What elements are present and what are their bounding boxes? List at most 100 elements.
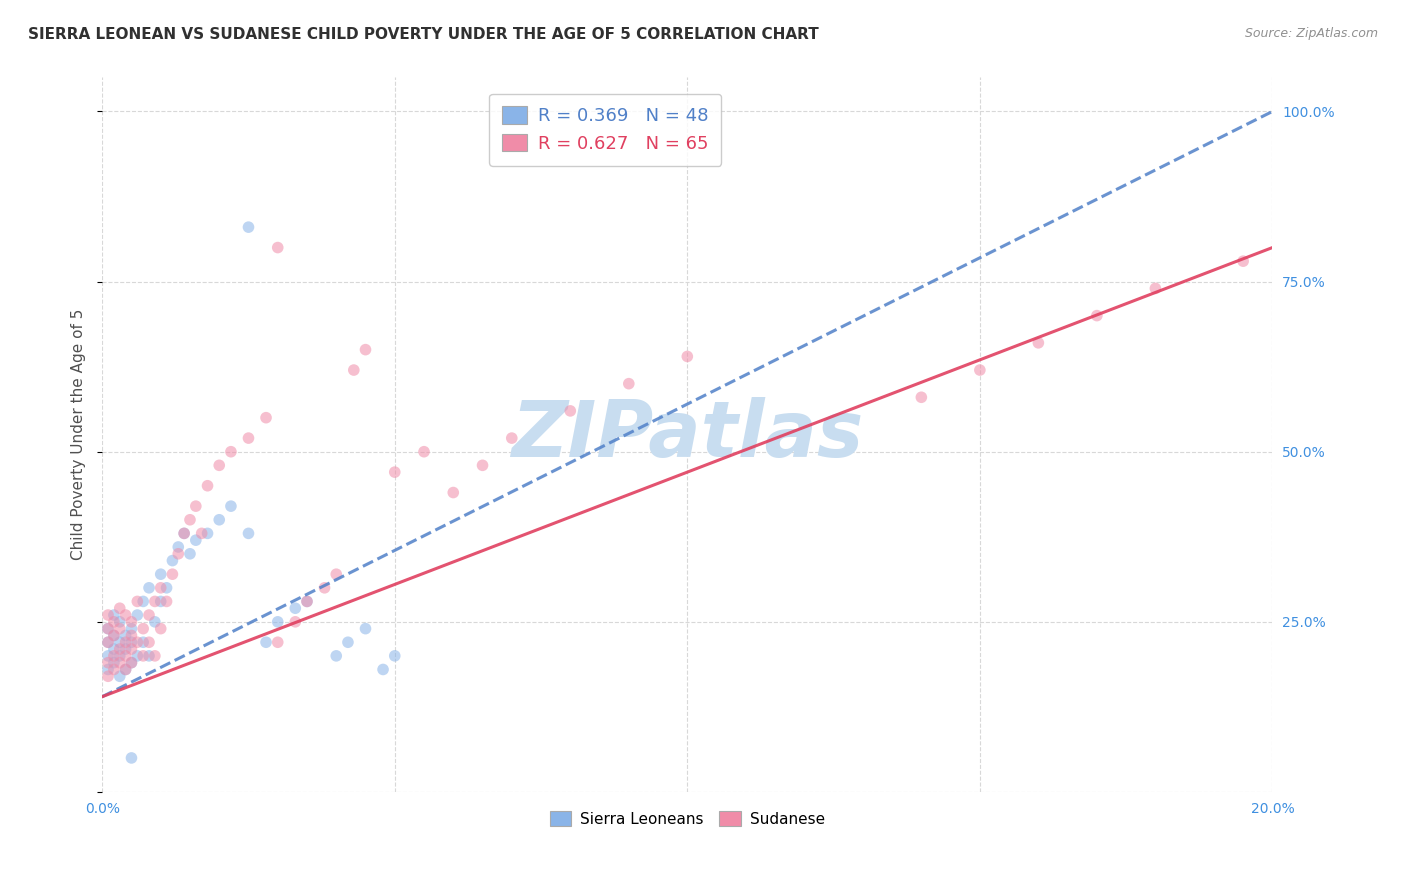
Point <box>314 581 336 595</box>
Point <box>284 615 307 629</box>
Point <box>127 607 149 622</box>
Point <box>219 499 242 513</box>
Point <box>121 642 143 657</box>
Point <box>127 635 149 649</box>
Point <box>143 615 166 629</box>
Point <box>190 526 212 541</box>
Point <box>343 363 366 377</box>
Point <box>1028 335 1050 350</box>
Text: Source: ZipAtlas.com: Source: ZipAtlas.com <box>1244 27 1378 40</box>
Point <box>149 622 172 636</box>
Point <box>108 622 131 636</box>
Point <box>208 513 231 527</box>
Point <box>103 628 125 642</box>
Point <box>114 663 136 677</box>
Point <box>121 656 143 670</box>
Point <box>114 648 136 663</box>
Point <box>295 594 318 608</box>
Point <box>138 648 160 663</box>
Point <box>138 635 160 649</box>
Point <box>132 648 155 663</box>
Point <box>97 607 120 622</box>
Point <box>97 648 120 663</box>
Point <box>114 642 136 657</box>
Point <box>108 669 131 683</box>
Point <box>295 594 318 608</box>
Point <box>138 581 160 595</box>
Point <box>121 635 143 649</box>
Point <box>103 663 125 677</box>
Point <box>184 533 207 548</box>
Point <box>969 363 991 377</box>
Point <box>127 648 149 663</box>
Point <box>108 642 131 657</box>
Point <box>471 458 494 473</box>
Point <box>179 513 201 527</box>
Point <box>97 669 120 683</box>
Point <box>121 622 143 636</box>
Point <box>121 628 143 642</box>
Point <box>384 648 406 663</box>
Point <box>121 656 143 670</box>
Point <box>97 656 120 670</box>
Point <box>354 622 377 636</box>
Point <box>184 499 207 513</box>
Point <box>254 410 277 425</box>
Point <box>325 648 347 663</box>
Point <box>103 656 125 670</box>
Point <box>155 594 177 608</box>
Text: ZIPatlas: ZIPatlas <box>512 397 863 473</box>
Point <box>179 547 201 561</box>
Point <box>97 635 120 649</box>
Point <box>97 635 120 649</box>
Point <box>103 648 125 663</box>
Point <box>208 458 231 473</box>
Point <box>254 635 277 649</box>
Text: SIERRA LEONEAN VS SUDANESE CHILD POVERTY UNDER THE AGE OF 5 CORRELATION CHART: SIERRA LEONEAN VS SUDANESE CHILD POVERTY… <box>28 27 818 42</box>
Point <box>103 628 125 642</box>
Point <box>238 431 260 445</box>
Point <box>121 615 143 629</box>
Point <box>197 526 219 541</box>
Point <box>132 622 155 636</box>
Point <box>108 656 131 670</box>
Point <box>143 648 166 663</box>
Point <box>114 663 136 677</box>
Point <box>108 615 131 629</box>
Point <box>162 567 184 582</box>
Point <box>267 615 290 629</box>
Point <box>149 594 172 608</box>
Point <box>167 540 190 554</box>
Point <box>238 220 260 235</box>
Point <box>114 635 136 649</box>
Point <box>97 622 120 636</box>
Point <box>1144 281 1167 295</box>
Point <box>103 642 125 657</box>
Point <box>284 601 307 615</box>
Point <box>114 607 136 622</box>
Point <box>910 390 932 404</box>
Point <box>149 581 172 595</box>
Point <box>127 594 149 608</box>
Point <box>173 526 195 541</box>
Point <box>97 663 120 677</box>
Point <box>219 444 242 458</box>
Point <box>108 635 131 649</box>
Point <box>132 635 155 649</box>
Point <box>384 465 406 479</box>
Point <box>354 343 377 357</box>
Point <box>325 567 347 582</box>
Point <box>267 241 290 255</box>
Point <box>108 648 131 663</box>
Point <box>197 479 219 493</box>
Legend: Sierra Leoneans, Sudanese: Sierra Leoneans, Sudanese <box>543 804 832 834</box>
Point <box>1085 309 1108 323</box>
Y-axis label: Child Poverty Under the Age of 5: Child Poverty Under the Age of 5 <box>72 309 86 560</box>
Point <box>173 526 195 541</box>
Point <box>167 547 190 561</box>
Point <box>108 601 131 615</box>
Point <box>617 376 640 391</box>
Point <box>1232 254 1254 268</box>
Point <box>149 567 172 582</box>
Point <box>132 594 155 608</box>
